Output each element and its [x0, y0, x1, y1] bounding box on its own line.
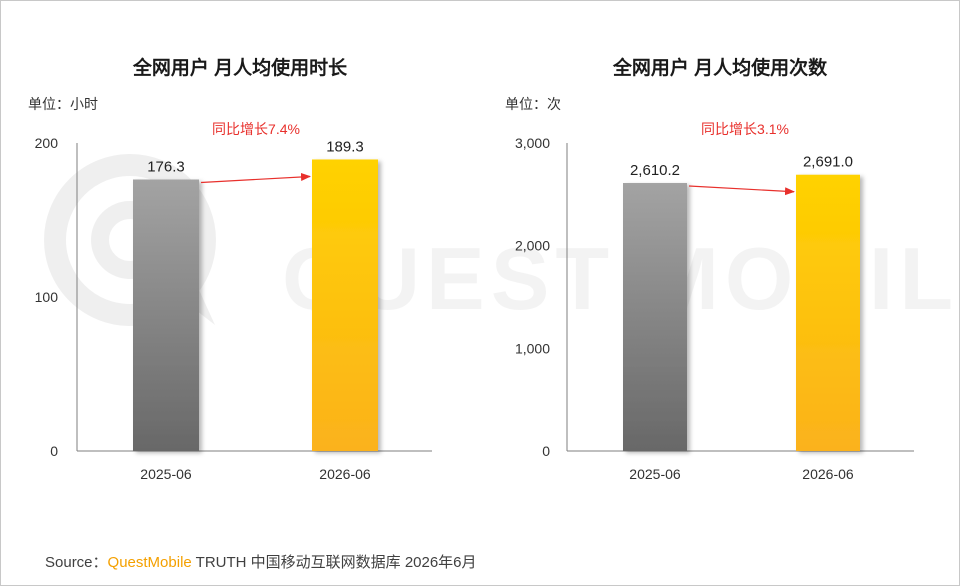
chart-title: 全网用户 月人均使用次数 [612, 56, 828, 79]
growth-label: 同比增长3.1% [701, 121, 789, 137]
data-label: 176.3 [147, 158, 185, 175]
unit-label: 单位：小时 [28, 96, 98, 112]
x-tick-label: 2026-06 [802, 466, 854, 482]
y-tick-label: 100 [35, 289, 59, 305]
source-rest: TRUTH 中国移动互联网数据库 2026年6月 [195, 554, 477, 571]
y-tick-label: 2,000 [515, 238, 550, 254]
y-tick-label: 200 [35, 135, 59, 151]
bar-2025-06 [623, 183, 687, 451]
x-tick-label: 2026-06 [319, 466, 371, 482]
y-tick-label: 0 [50, 443, 58, 459]
bar-2025-06 [133, 179, 199, 452]
x-tick-label: 2025-06 [140, 466, 192, 482]
unit-label: 单位：次 [505, 96, 561, 112]
source-prefix: Source： [45, 554, 108, 571]
growth-arrow [688, 185, 795, 196]
source-brand: QuestMobile [107, 554, 192, 571]
chart-title: 全网用户 月人均使用时长 [132, 56, 348, 79]
growth-arrow [200, 172, 311, 184]
data-label: 2,691.0 [803, 154, 853, 171]
y-tick-label: 1,000 [515, 340, 550, 356]
x-tick-label: 2025-06 [629, 466, 681, 482]
y-tick-label: 0 [542, 443, 550, 459]
y-tick-label: 3,000 [515, 135, 550, 151]
bar-2026-06 [796, 174, 860, 451]
data-label: 189.3 [326, 138, 364, 155]
data-label: 2,610.2 [630, 162, 680, 179]
bar-2026-06 [312, 159, 378, 451]
source-note: Source：QuestMobile TRUTH 中国移动互联网数据库 2026… [45, 551, 477, 572]
growth-label: 同比增长7.4% [212, 121, 300, 137]
